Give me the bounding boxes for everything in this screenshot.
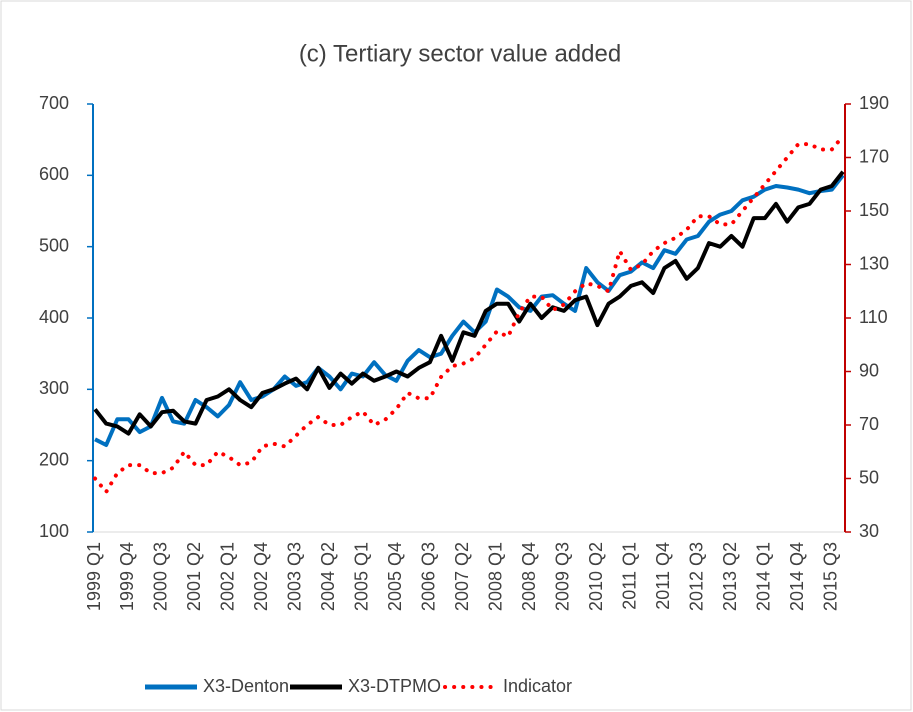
x-tick-label: 2008 Q1 bbox=[486, 542, 506, 611]
legend-label: Indicator bbox=[503, 676, 572, 696]
y-tick-label: 200 bbox=[39, 449, 69, 469]
series-line bbox=[94, 174, 845, 447]
y2-tick-label: 90 bbox=[859, 360, 879, 380]
x-tick-label: 2002 Q4 bbox=[251, 542, 271, 611]
y2-tick-label: 70 bbox=[859, 414, 879, 434]
legend-label: X3-DTPMO bbox=[348, 676, 441, 696]
x-tick-label: 2003 Q3 bbox=[285, 542, 305, 611]
y-tick-label: 500 bbox=[39, 235, 69, 255]
x-tick-label: 2012 Q3 bbox=[687, 542, 707, 611]
y2-tick-label: 190 bbox=[859, 93, 889, 113]
x-tick-label: 2006 Q3 bbox=[419, 542, 439, 611]
x-tick-label: 2004 Q2 bbox=[318, 542, 338, 611]
y-tick-label: 100 bbox=[39, 521, 69, 541]
x-tick-label: 2008 Q4 bbox=[519, 542, 539, 611]
x-tick-label: 2015 Q3 bbox=[821, 542, 841, 611]
y2-tick-label: 150 bbox=[859, 200, 889, 220]
y-tick-label: 400 bbox=[39, 307, 69, 327]
y2-tick-label: 50 bbox=[859, 467, 879, 487]
x-tick-label: 2013 Q2 bbox=[720, 542, 740, 611]
y2-tick-label: 110 bbox=[859, 307, 888, 327]
x-tick-label: 1999 Q1 bbox=[84, 542, 104, 611]
x-tick-label: 2002 Q1 bbox=[218, 542, 238, 611]
series-line bbox=[93, 170, 845, 436]
y-tick-label: 700 bbox=[39, 93, 69, 113]
chart-title: (c) Tertiary sector value added bbox=[299, 40, 621, 67]
x-tick-label: 2005 Q1 bbox=[352, 542, 372, 611]
y-tick-label: 600 bbox=[39, 164, 69, 184]
x-tick-label: 2011 Q1 bbox=[620, 542, 640, 610]
y2-tick-label: 170 bbox=[859, 146, 889, 166]
y-tick-label: 300 bbox=[39, 378, 69, 398]
x-tick-label: 2009 Q3 bbox=[553, 542, 573, 611]
x-tick-label: 2000 Q3 bbox=[151, 542, 171, 611]
y2-tick-label: 130 bbox=[859, 253, 889, 273]
x-tick-label: 2005 Q4 bbox=[385, 542, 405, 611]
series-line bbox=[93, 134, 845, 494]
x-tick-label: 2001 Q2 bbox=[184, 542, 204, 611]
y2-tick-label: 30 bbox=[859, 521, 879, 541]
x-tick-label: 1999 Q4 bbox=[117, 542, 137, 611]
x-tick-label: 2014 Q1 bbox=[754, 542, 774, 611]
x-tick-label: 2011 Q4 bbox=[653, 542, 673, 610]
x-tick-label: 2014 Q4 bbox=[787, 542, 807, 611]
x-tick-label: 2007 Q2 bbox=[452, 542, 472, 611]
legend-label: X3-Denton bbox=[203, 676, 289, 696]
x-tick-label: 2010 Q2 bbox=[586, 542, 606, 611]
